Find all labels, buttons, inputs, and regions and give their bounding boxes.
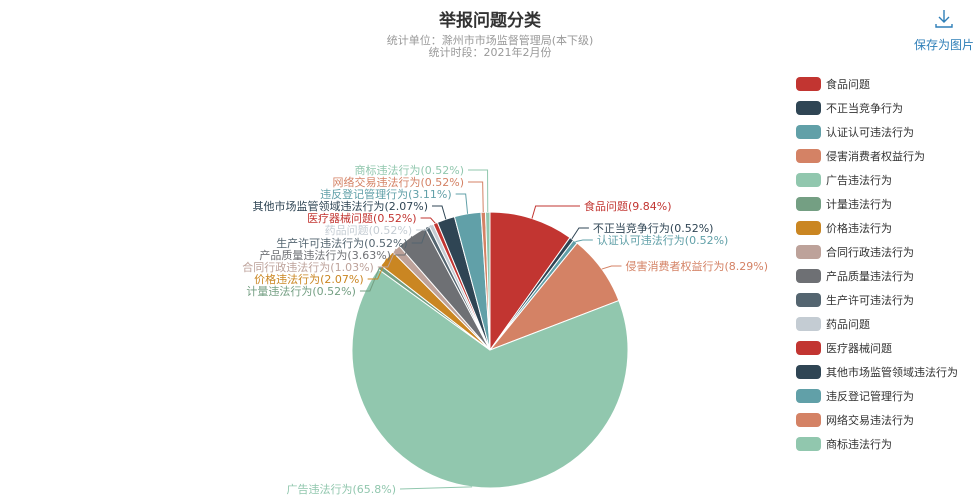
legend-label: 医疗器械问题 [826, 342, 892, 355]
slice-label: 产品质量违法行为(3.63%) [259, 248, 391, 262]
legend-item[interactable]: 合同行政违法行为 [796, 240, 958, 264]
label-leader-line [531, 205, 580, 219]
label-leader-line [416, 224, 432, 231]
slice-label: 广告违法行为(65.8%) [286, 482, 396, 496]
legend-label: 侵害消费者权益行为 [826, 150, 925, 163]
label-leader-line [571, 227, 589, 240]
slice-label: 合同行政违法行为(1.03%) [242, 260, 374, 274]
legend-label: 计量违法行为 [826, 198, 892, 211]
legend-swatch [796, 173, 821, 187]
legend-swatch [796, 221, 821, 235]
legend-label: 合同行政违法行为 [826, 246, 914, 259]
chart-legend: 食品问题不正当竞争行为 认证认可违法行为 侵害消费者权益行为 广告违法行为 计量违法行为… [796, 72, 958, 456]
legend-label: 违反登记管理行为 [826, 390, 914, 403]
legend-item[interactable]: 药品问题 [796, 312, 958, 336]
slice-label: 不正当竞争行为(0.52%) [593, 221, 714, 235]
label-leader-line [575, 239, 593, 243]
slice-label: 生产许可违法行为(0.52%) [276, 236, 408, 250]
legend-label: 商标违法行为 [826, 438, 892, 451]
label-leader-line [468, 181, 484, 213]
legend-swatch [796, 77, 821, 91]
slice-label: 其他市场监管领域违法行为(2.07%) [252, 199, 428, 213]
label-leader-line [455, 193, 469, 214]
legend-item[interactable]: 食品问题 [796, 72, 958, 96]
chart-subtitle-period: 统计时段：2021年2月份 [428, 46, 552, 59]
legend-swatch [796, 341, 821, 355]
legend-label: 食品问题 [826, 78, 870, 91]
slice-label: 计量违法行为(0.52%) [246, 284, 356, 298]
slice-label: 价格违法行为(2.07%) [254, 272, 364, 286]
legend-swatch [796, 245, 821, 259]
label-leader-line [468, 169, 489, 213]
legend-label: 其他市场监管领域违法行为 [826, 366, 958, 379]
legend-swatch [796, 125, 821, 139]
slice-label: 违反登记管理行为(3.11%) [320, 187, 452, 201]
save-as-image-button[interactable]: 保存为图片 [912, 8, 976, 53]
chart-subtitle-unit: 统计单位：滁州市市场监督管理局(本下级) [386, 34, 594, 47]
chart-title: 举报问题分类 [439, 11, 541, 31]
download-icon [935, 10, 953, 28]
label-leader-line [377, 248, 397, 268]
label-leader-line [394, 236, 413, 256]
pie-slice[interactable] [489, 211, 571, 352]
slice-label: 药品问题(0.52%) [325, 224, 413, 237]
legend-item[interactable]: 不正当竞争行为 [796, 96, 958, 120]
legend-swatch [796, 413, 821, 427]
legend-item[interactable]: 产品质量违法行为 [796, 264, 958, 288]
label-leader-line [399, 486, 473, 490]
legend-label: 价格违法行为 [826, 222, 892, 235]
legend-swatch [796, 317, 821, 331]
legend-swatch [796, 365, 821, 379]
slice-label: 医疗器械问题(0.52%) [307, 211, 417, 225]
label-leader-line [601, 265, 622, 270]
legend-label: 不正当竞争行为 [826, 102, 903, 115]
slice-label: 商标违法行为(0.52%) [354, 163, 464, 177]
legend-swatch [796, 149, 821, 163]
label-leader-line [431, 205, 447, 220]
legend-swatch [796, 269, 821, 283]
slice-label: 侵害消费者权益行为(8.29%) [625, 259, 768, 273]
legend-item[interactable]: 医疗器械问题 [796, 336, 958, 360]
legend-item[interactable]: 生产许可违法行为 [796, 288, 958, 312]
slice-label: 食品问题(9.84%) [584, 199, 672, 213]
slice-label: 网络交易违法行为(0.52%) [332, 175, 464, 189]
legend-swatch [796, 101, 821, 115]
legend-item[interactable]: 商标违法行为 [796, 432, 958, 456]
legend-item[interactable]: 侵害消费者权益行为 [796, 144, 958, 168]
pie-slice[interactable] [351, 268, 629, 489]
legend-label: 网络交易违法行为 [826, 414, 914, 427]
pie-slice[interactable] [484, 211, 491, 351]
legend-label: 生产许可违法行为 [826, 294, 914, 307]
legend-item[interactable]: 网络交易违法行为 [796, 408, 958, 432]
save-as-image-label: 保存为图片 [913, 38, 974, 52]
legend-item[interactable]: 违反登记管理行为 [796, 384, 958, 408]
legend-item[interactable]: 计量违法行为 [796, 192, 958, 216]
label-leader-line [367, 258, 388, 280]
legend-label: 产品质量违法行为 [826, 270, 914, 283]
legend-label: 广告违法行为 [826, 174, 892, 187]
label-leader-line [420, 217, 436, 224]
legend-label: 药品问题 [826, 318, 870, 331]
legend-label: 认证认可违法行为 [826, 126, 914, 139]
label-leader-line [411, 226, 428, 244]
legend-swatch [796, 197, 821, 211]
legend-item[interactable]: 广告违法行为 [796, 168, 958, 192]
legend-item[interactable]: 认证认可违法行为 [796, 120, 958, 144]
legend-item[interactable]: 其他市场监管领域违法行为 [796, 360, 958, 384]
label-leader-line [359, 267, 381, 292]
legend-swatch [796, 437, 821, 451]
slice-label: 认证认可违法行为(0.52%) [597, 233, 729, 247]
legend-swatch [796, 389, 821, 403]
legend-item[interactable]: 价格违法行为 [796, 216, 958, 240]
legend-swatch [796, 293, 821, 307]
